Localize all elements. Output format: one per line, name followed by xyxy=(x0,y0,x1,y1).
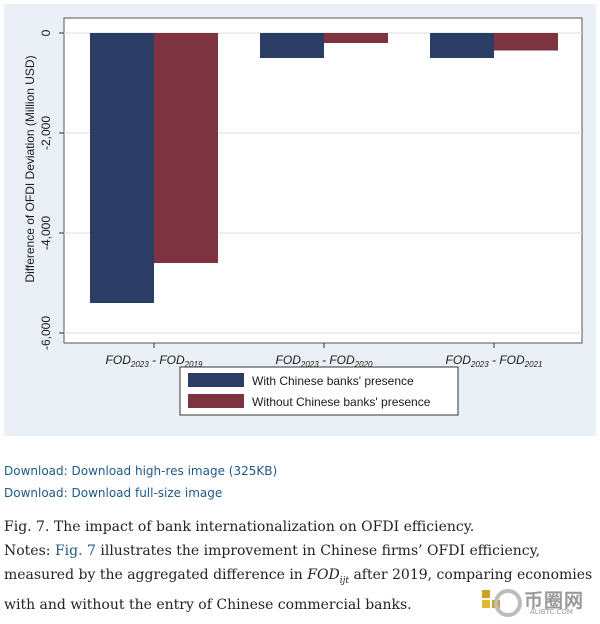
y-axis-label: Difference of OFDI Deviation (Million US… xyxy=(23,55,37,282)
bar-with-2 xyxy=(260,33,324,58)
watermark: 币圈网 ALIBTC.COM xyxy=(478,586,596,620)
fig-7-link[interactable]: Fig. 7 xyxy=(54,543,96,559)
y-tick-label: -6,000 xyxy=(39,316,53,350)
legend-label-with: With Chinese banks' presence xyxy=(252,374,414,388)
legend-swatch-with xyxy=(188,373,244,387)
download-links: Download: Download high-res image (325KB… xyxy=(4,460,596,504)
bar-chart: 0 -2,000 -4,000 -6,000 FOD2023 - FOD2019 FOD… xyxy=(23,17,583,416)
bar-without-1 xyxy=(154,33,218,263)
notes-label: Notes: xyxy=(4,543,51,559)
caption-title: Fig. 7. The impact of bank international… xyxy=(4,519,475,535)
legend: With Chinese banks' presence Without Chi… xyxy=(179,366,459,416)
figure-caption: Fig. 7. The impact of bank international… xyxy=(4,515,596,617)
download-highres-link[interactable]: Download: Download high-res image (325KB… xyxy=(4,464,278,478)
watermark-logo-icon xyxy=(482,589,522,617)
bar-with-1 xyxy=(90,33,154,303)
bar-without-2 xyxy=(324,33,388,43)
notes-text-2: after 2019, comparing economies with and… xyxy=(4,567,593,613)
y-tick-label: 0 xyxy=(39,29,53,36)
bar-without-3 xyxy=(494,33,558,51)
x-tick-label: FOD2023 - FOD2021 xyxy=(446,353,543,369)
caption-notes: Notes: Fig. 7 illustrates the improvemen… xyxy=(4,539,596,617)
watermark-subtext: ALIBTC.COM xyxy=(530,608,573,616)
x-tick-label: FOD2023 - FOD2019 xyxy=(106,353,203,369)
download-fullsize-link[interactable]: Download: Download full-size image xyxy=(4,486,223,500)
legend-label-without: Without Chinese banks' presence xyxy=(252,395,431,409)
y-tick-label: -4,000 xyxy=(39,216,53,250)
notes-text-1: illustrates the improvement in Chinese f… xyxy=(4,543,541,583)
fod-ijt-symbol: FODijt xyxy=(307,567,349,586)
x-tick-label: FOD2023 - FOD2020 xyxy=(276,353,373,369)
watermark-text: 币圈网 xyxy=(524,590,585,612)
legend-swatch-without xyxy=(188,394,244,408)
bar-with-3 xyxy=(430,33,494,58)
figure-panel: 0 -2,000 -4,000 -6,000 FOD2023 - FOD2019 FOD… xyxy=(4,4,596,436)
y-tick-label: -2,000 xyxy=(39,116,53,150)
